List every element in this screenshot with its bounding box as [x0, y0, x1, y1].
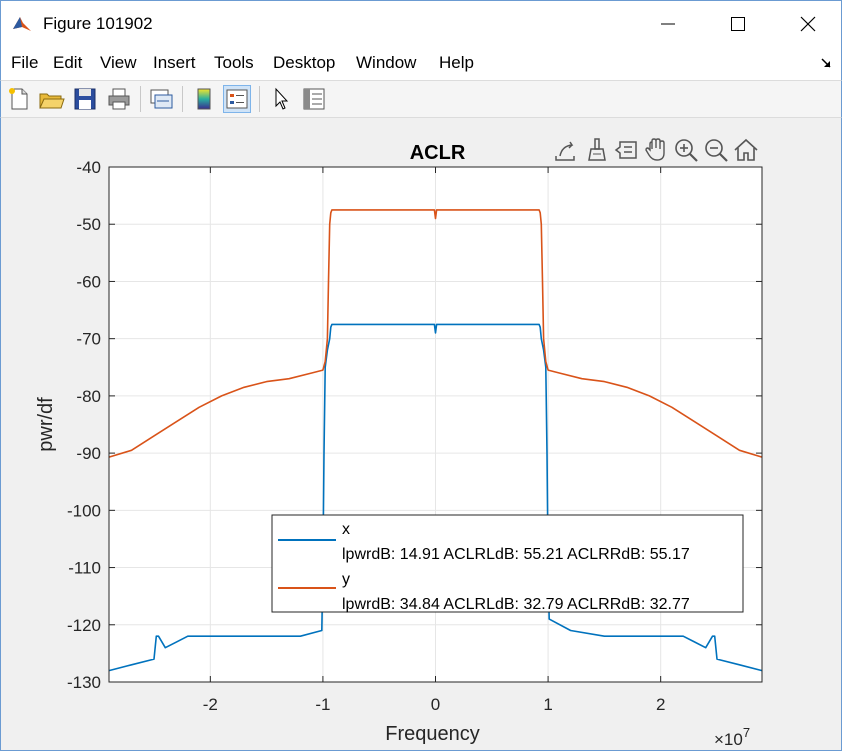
- data-tips-button[interactable]: [612, 136, 640, 164]
- menu-help[interactable]: Help: [439, 53, 474, 72]
- zoom-out-button[interactable]: [702, 136, 730, 164]
- plot-lines: [108, 209, 763, 672]
- print-button[interactable]: [105, 85, 133, 113]
- chart-title: ACLR: [410, 142, 466, 164]
- x-axis-ticks: -2 -1 0 1 2: [203, 167, 665, 714]
- y-axis-ticks: -130 -120 -110 -100 -90 -80 -70 -60 -50 -40: [67, 158, 762, 692]
- edit-plot-icon: [275, 87, 289, 110]
- menu-window[interactable]: Window: [356, 53, 417, 72]
- menu-file[interactable]: File: [11, 53, 39, 72]
- edit-plot-button[interactable]: [267, 85, 295, 113]
- figure-toolbar: [0, 80, 842, 118]
- legend-entry-x-name: x: [342, 521, 350, 538]
- legend[interactable]: x lpwrdB: 14.91 ACLRLdB: 55.21 ACLRRdB: …: [271, 514, 744, 613]
- toolbar-separator: [259, 86, 260, 112]
- link-plot-icon: [150, 89, 173, 109]
- maximize-icon: [731, 17, 745, 31]
- home-button[interactable]: [732, 136, 760, 164]
- minimize-icon: [661, 23, 675, 25]
- save-icon: [74, 88, 96, 110]
- zoom-out-icon: [705, 139, 728, 162]
- y-tick-label: -60: [76, 272, 101, 291]
- x-tick-label: -1: [315, 695, 330, 714]
- open-file-icon: [39, 93, 65, 109]
- legend-entry-x-info: lpwrdB: 14.91 ACLRLdB: 55.21 ACLRRdB: 55…: [342, 546, 690, 563]
- legend-box: [271, 514, 744, 613]
- y-tick-label: -100: [67, 501, 101, 520]
- insert-legend-button[interactable]: [223, 85, 251, 113]
- grid-lines: [109, 166, 762, 683]
- legend-entry-y-info: lpwrdB: 34.84 ACLRLdB: 32.79 ACLRRdB: 32…: [342, 596, 690, 613]
- brush-icon: [588, 138, 606, 161]
- x-axis-exponent-power: 7: [743, 725, 750, 740]
- menu-bar: File Edit View Insert Tools Desktop Wind…: [0, 46, 842, 80]
- pan-button[interactable]: [642, 136, 670, 164]
- insert-colorbar-button[interactable]: [190, 85, 218, 113]
- close-icon: [800, 16, 816, 32]
- menu-view[interactable]: View: [100, 53, 137, 72]
- brush-button[interactable]: [583, 136, 611, 164]
- x-axis-exponent: ×107: [714, 725, 750, 749]
- minimize-button[interactable]: [633, 1, 703, 47]
- menu-insert[interactable]: Insert: [153, 53, 196, 72]
- x-axis-exponent-base: ×10: [714, 730, 743, 749]
- y-tick-label: -110: [68, 559, 101, 578]
- y-tick-label: -50: [76, 215, 101, 234]
- property-inspector-icon: [303, 88, 325, 110]
- x-tick-label: -2: [203, 695, 218, 714]
- zoom-in-icon: [675, 139, 698, 162]
- menu-desktop[interactable]: Desktop: [273, 53, 336, 72]
- open-file-button[interactable]: [37, 85, 65, 113]
- home-icon: [734, 138, 758, 161]
- matlab-icon: [11, 13, 33, 35]
- close-button[interactable]: [773, 1, 842, 47]
- print-icon: [108, 88, 130, 110]
- y-tick-label: -80: [76, 387, 101, 406]
- window-titlebar: Figure 101902: [0, 0, 842, 46]
- data-tips-icon: [614, 141, 637, 159]
- export-button[interactable]: [552, 136, 580, 164]
- aclr-chart: -2 -1 0 1 2 -130-120-110-100-90-80-70-60-50-…: [35, 142, 763, 749]
- x-tick-label: 2: [656, 695, 665, 714]
- zoom-in-button[interactable]: [672, 136, 700, 164]
- y-tick-label: -120: [67, 616, 101, 635]
- window-title: Figure 101902: [43, 14, 153, 33]
- x-tick-label: 0: [431, 695, 440, 714]
- maximize-button[interactable]: [703, 1, 773, 47]
- y-tick-label: -130: [67, 673, 101, 692]
- axes-toolbar: [552, 136, 762, 164]
- dock-arrow-icon[interactable]: [819, 56, 833, 70]
- pan-icon: [645, 138, 665, 161]
- x-tick-label: 1: [543, 695, 552, 714]
- toolbar-separator: [140, 86, 141, 112]
- insert-colorbar-icon: [197, 88, 211, 110]
- link-plot-button[interactable]: [147, 85, 175, 113]
- y-tick-label: -40: [76, 158, 101, 177]
- series-line-y: [108, 209, 763, 458]
- insert-legend-icon: [226, 89, 248, 109]
- export-icon: [555, 141, 575, 161]
- y-tick-label: -70: [76, 330, 101, 349]
- new-figure-icon: [9, 88, 28, 110]
- toolbar-separator: [182, 86, 183, 112]
- menu-edit[interactable]: Edit: [53, 53, 83, 72]
- menu-tools[interactable]: Tools: [214, 53, 254, 72]
- y-axis-label: pwr/df: [35, 397, 57, 452]
- property-inspector-button[interactable]: [300, 85, 328, 113]
- x-axis-label: Frequency: [385, 723, 480, 745]
- save-button[interactable]: [71, 85, 99, 113]
- new-figure-button[interactable]: [5, 85, 33, 113]
- series-line-x: [108, 323, 763, 672]
- y-tick-label: -90: [76, 444, 101, 463]
- legend-entry-y-name: y: [342, 571, 350, 588]
